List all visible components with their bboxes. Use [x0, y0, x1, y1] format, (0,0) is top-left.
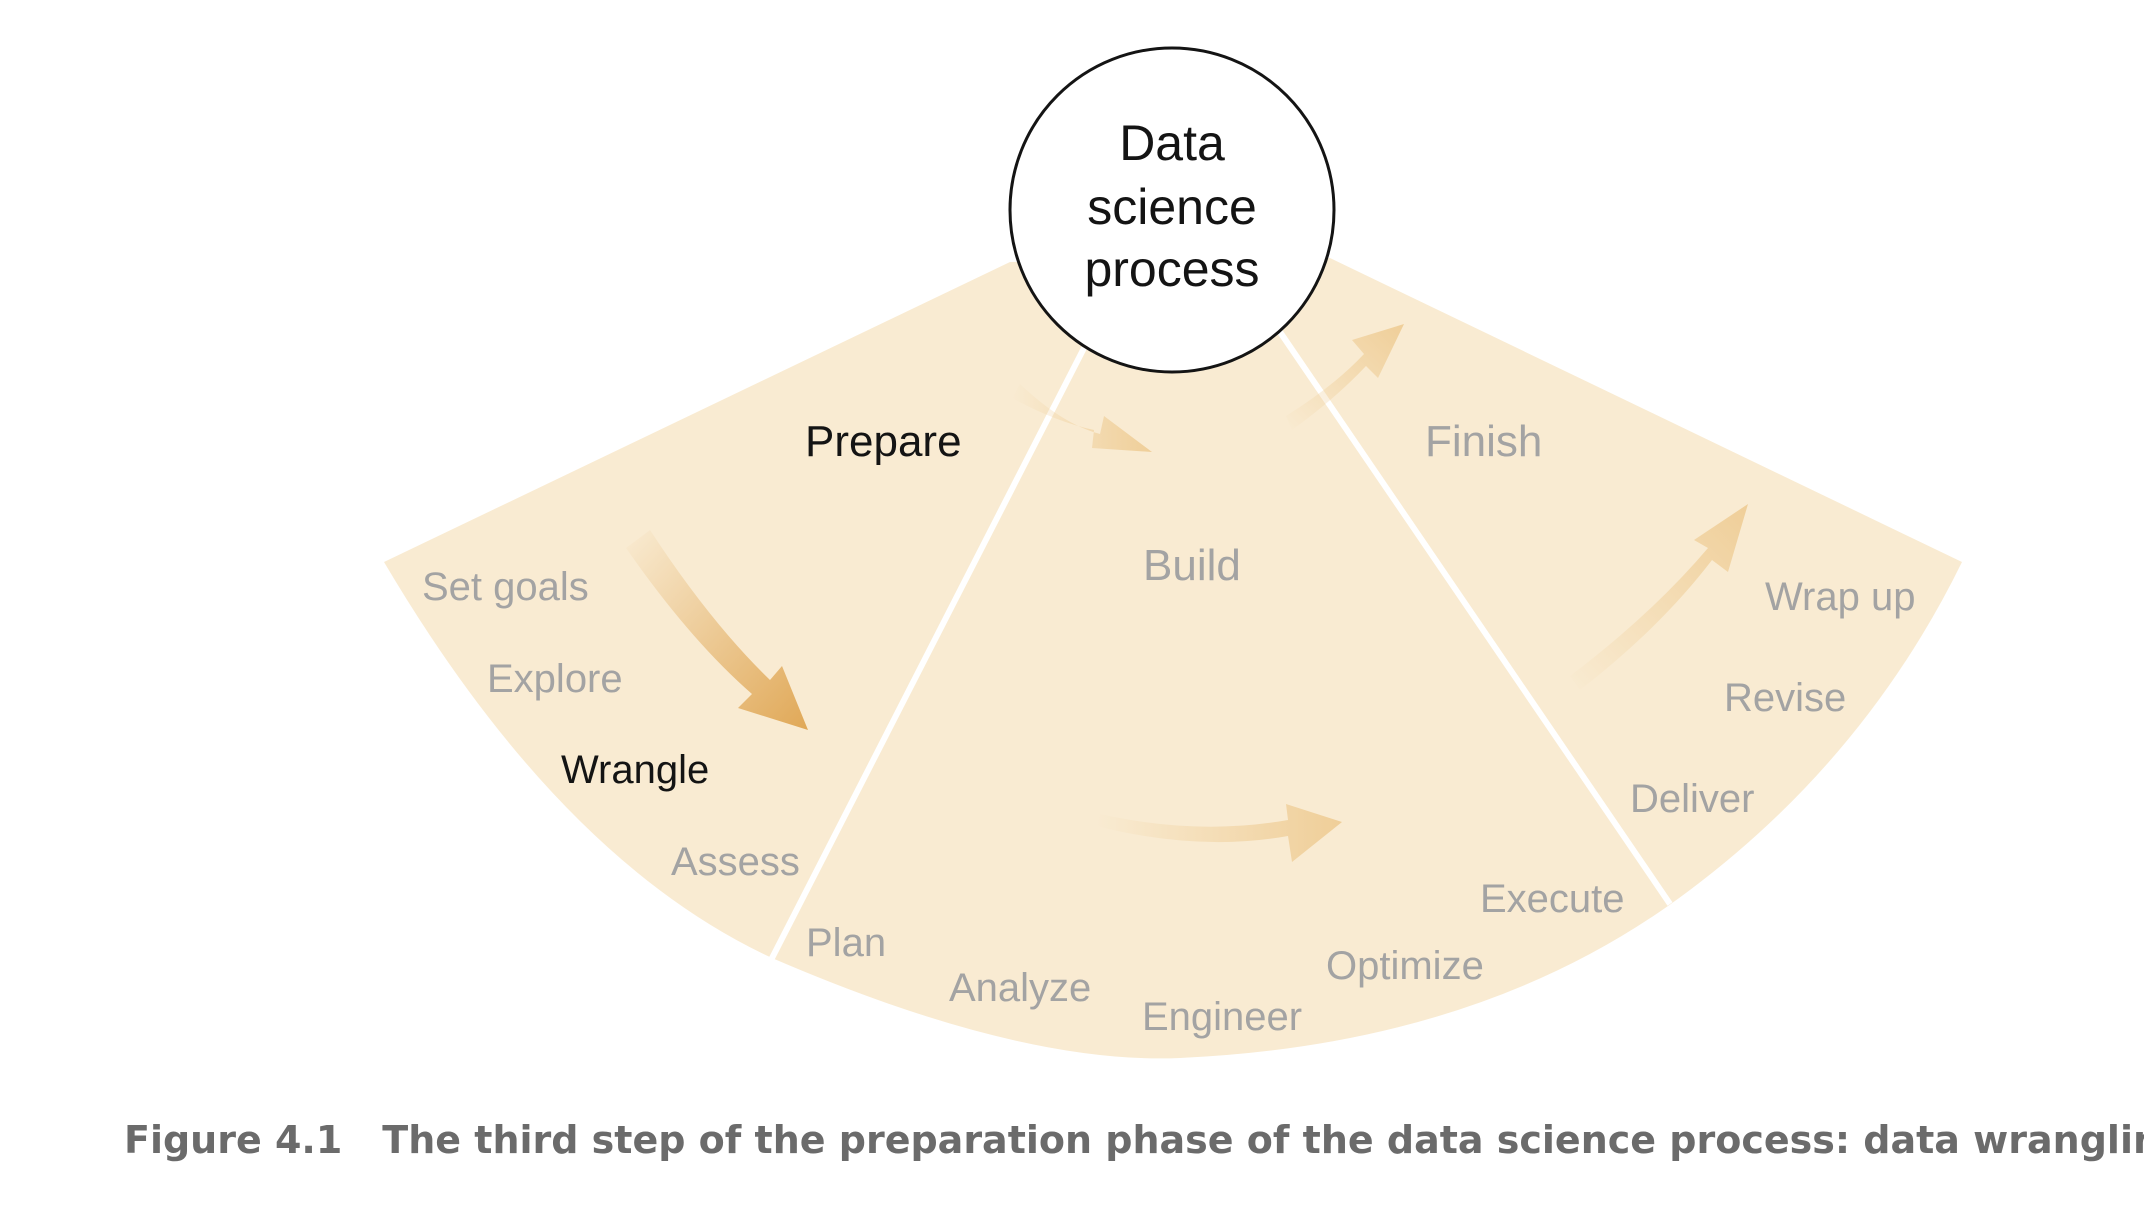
- step-wrangle: Wrangle: [561, 748, 709, 792]
- figure-caption-text: The third step of the preparation phase …: [382, 1118, 2144, 1162]
- center-line-2: science: [1087, 179, 1257, 235]
- process-fan: [384, 258, 1962, 1059]
- figure-caption: Figure 4.1 The third step of the preparat…: [124, 1118, 2144, 1162]
- step-plan: Plan: [806, 921, 886, 965]
- step-wrap-up: Wrap up: [1765, 575, 1915, 619]
- arrow-active-icon: [626, 530, 808, 730]
- phase-finish: Finish: [1425, 417, 1542, 466]
- divider-prepare-build: [767, 346, 1087, 964]
- step-revise: Revise: [1724, 676, 1846, 720]
- step-engineer: Engineer: [1142, 995, 1302, 1039]
- center-line-3: process: [1084, 241, 1259, 297]
- arrow-build-cycle-icon: [1096, 804, 1342, 862]
- phase-prepare: Prepare: [805, 417, 962, 466]
- step-analyze: Analyze: [949, 966, 1091, 1010]
- center-circle: [1008, 46, 1336, 374]
- arrow-finish-cycle-icon: [1570, 504, 1748, 690]
- step-explore: Explore: [487, 657, 623, 701]
- arrow-prepare-to-build-icon: [1012, 384, 1152, 452]
- step-assess: Assess: [671, 840, 800, 884]
- figure-number: Figure 4.1: [124, 1118, 343, 1162]
- divider-build-finish: [1277, 330, 1673, 906]
- arrow-build-to-finish-icon: [1286, 324, 1404, 430]
- step-optimize: Optimize: [1326, 944, 1484, 988]
- step-deliver: Deliver: [1630, 777, 1754, 821]
- center-line-1: Data: [1119, 115, 1225, 171]
- step-set-goals: Set goals: [422, 565, 589, 609]
- phase-build: Build: [1143, 541, 1241, 590]
- step-execute: Execute: [1480, 877, 1625, 921]
